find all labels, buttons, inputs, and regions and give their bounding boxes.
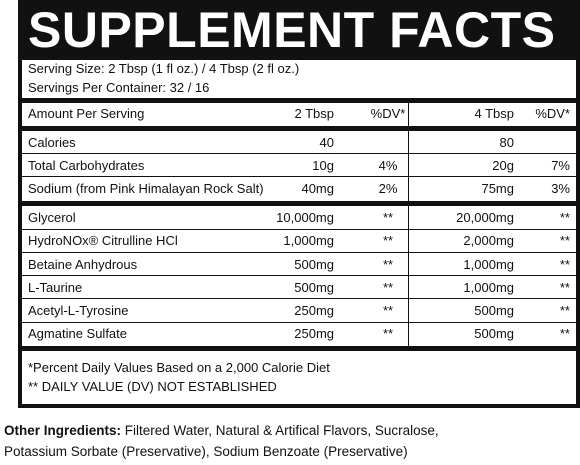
nutrient-name: Acetyl-L-Tyrosine	[28, 303, 129, 318]
nutrient-value: **	[382, 233, 394, 249]
nutrient-value: 7%	[551, 157, 570, 173]
nutrient-value: **	[382, 279, 394, 295]
nutrient-value: 40	[319, 134, 334, 150]
nutrient-value: 250mg	[294, 303, 334, 318]
nutrient-value: 500mg	[474, 303, 514, 318]
nutrient-value: 20g	[492, 157, 514, 173]
divider	[22, 98, 576, 103]
row-line	[22, 322, 576, 323]
nutrient-value: **	[382, 210, 394, 226]
nutrient-name: Total Carbohydrates	[28, 157, 145, 173]
title-band: SUPPLEMENT FACTS	[22, 0, 576, 60]
nutrient-value: **	[559, 303, 570, 318]
nutrient-name: Agmatine Sulfate	[28, 326, 128, 342]
row-line	[22, 176, 576, 177]
nutrient-name: L-Taurine	[28, 279, 83, 295]
nutrient-value: %DV*	[535, 106, 570, 121]
nutrient-value: **	[559, 210, 570, 226]
servings-per-container: Servings Per Container: 32 / 16	[28, 80, 210, 95]
nutrient-value: 250mg	[294, 326, 334, 342]
nutrient-value: 3%	[551, 181, 570, 196]
title: SUPPLEMENT FACTS	[28, 2, 556, 58]
nutrient-value: 4 Tbsp	[474, 106, 514, 121]
nutrient-name: Sodium (from Pink Himalayan Rock Salt)	[28, 181, 264, 196]
nutrient-value: 20,000mg	[456, 210, 514, 226]
nutrient-value: **	[559, 326, 570, 342]
footnote: ** DAILY VALUE (DV) NOT ESTABLISHED	[28, 378, 277, 394]
nutrient-value: 1,000mg	[283, 233, 334, 249]
nutrient-value: **	[382, 303, 394, 318]
nutrient-value: 2%	[378, 181, 398, 196]
nutrient-value: 40mg	[301, 181, 334, 196]
nutrient-value: 4%	[378, 157, 398, 173]
nutrient-name: Calories	[28, 134, 76, 150]
nutrient-value: 2 Tbsp	[294, 106, 334, 121]
nutrient-value: 2,000mg	[463, 233, 514, 249]
row-line	[22, 252, 576, 253]
nutrient-value: **	[559, 279, 570, 295]
footnote: *Percent Daily Values Based on a 2,000 C…	[28, 359, 330, 375]
nutrient-value: 80	[499, 134, 514, 150]
row-line	[22, 275, 576, 276]
nutrient-name: HydroNOx® Citrulline HCl	[28, 233, 178, 249]
row-line	[22, 229, 576, 230]
supplement-facts-label: SUPPLEMENT FACTS Serving Size: 2 Tbsp (1…	[18, 0, 580, 408]
other-ingredients-text: Filtered Water, Natural & Artifical Flav…	[4, 423, 439, 459]
other-ingredients: Other Ingredients: Filtered Water, Natur…	[4, 420, 474, 462]
column-divider	[408, 103, 409, 346]
divider	[22, 126, 576, 131]
nutrient-value: 10,000mg	[276, 210, 334, 226]
nutrient-value: 500mg	[474, 326, 514, 342]
nutrient-value: 10g	[312, 157, 334, 173]
nutrient-value: 1,000mg	[463, 256, 514, 272]
serving-size: Serving Size: 2 Tbsp (1 fl oz.) / 4 Tbsp…	[28, 61, 300, 76]
nutrient-value: **	[559, 256, 570, 272]
nutrient-name: Betaine Anhydrous	[28, 256, 138, 272]
nutrient-value: **	[382, 256, 394, 272]
divider	[22, 346, 576, 351]
nutrient-value: 500mg	[294, 279, 334, 295]
divider	[22, 201, 576, 206]
nutrient-value: %DV*	[370, 106, 406, 121]
nutrient-value: 1,000mg	[463, 279, 514, 295]
other-ingredients-label: Other Ingredients:	[4, 423, 122, 438]
row-line	[22, 298, 576, 299]
nutrient-value: **	[382, 326, 394, 342]
nutrient-value: 500mg	[294, 256, 334, 272]
row-line	[22, 153, 576, 154]
nutrient-name: Amount Per Serving	[28, 106, 145, 121]
nutrient-value: **	[559, 233, 570, 249]
nutrient-value: 75mg	[481, 181, 514, 196]
nutrient-name: Glycerol	[28, 210, 76, 226]
